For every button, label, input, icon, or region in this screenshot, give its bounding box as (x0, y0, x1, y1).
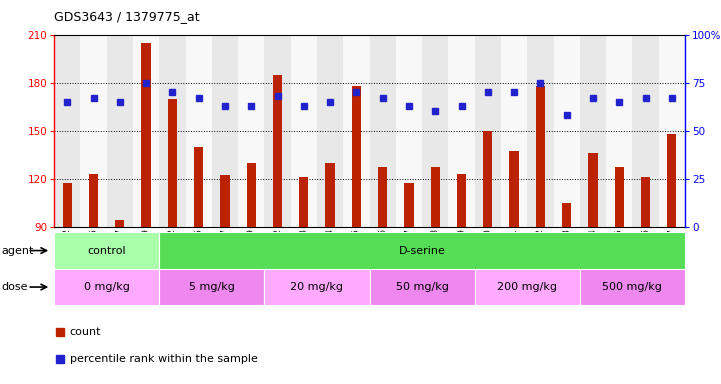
Bar (536, 86, 545, 227)
Bar (325, 162, 335, 227)
Bar (89, 174, 98, 227)
Bar (63, 184, 72, 227)
Bar (448, 35, 474, 227)
Bar (159, 232, 685, 269)
Text: GDS3643 / 1379775_at: GDS3643 / 1379775_at (54, 10, 200, 23)
Text: control: control (87, 245, 126, 256)
Text: 20 mg/kg: 20 mg/kg (291, 282, 343, 292)
Text: count: count (70, 327, 102, 337)
Bar (265, 35, 291, 227)
Bar (343, 35, 369, 227)
Text: 5 mg/kg: 5 mg/kg (189, 282, 235, 292)
Bar (588, 153, 598, 227)
Bar (54, 35, 80, 227)
Bar (107, 35, 133, 227)
Bar (54, 269, 159, 305)
Bar (580, 35, 606, 227)
Bar (194, 147, 203, 227)
Bar (141, 43, 151, 227)
Text: 200 mg/kg: 200 mg/kg (497, 282, 557, 292)
Bar (430, 167, 440, 227)
Text: 50 mg/kg: 50 mg/kg (396, 282, 448, 292)
Bar (641, 177, 650, 227)
Bar (273, 74, 282, 227)
Bar (606, 35, 632, 227)
Bar (614, 167, 624, 227)
Bar (291, 35, 317, 227)
Bar (115, 220, 125, 227)
Bar (378, 167, 387, 227)
Bar (422, 35, 448, 227)
Bar (396, 35, 422, 227)
Text: 0 mg/kg: 0 mg/kg (84, 282, 130, 292)
Bar (659, 35, 685, 227)
Bar (474, 269, 580, 305)
Bar (474, 35, 501, 227)
Bar (159, 35, 185, 227)
Bar (54, 232, 159, 269)
Bar (562, 203, 571, 227)
Bar (185, 35, 212, 227)
Bar (369, 269, 474, 305)
Text: percentile rank within the sample: percentile rank within the sample (70, 354, 257, 364)
Bar (299, 177, 309, 227)
Text: agent: agent (1, 245, 34, 256)
Bar (580, 269, 685, 305)
Text: 500 mg/kg: 500 mg/kg (603, 282, 663, 292)
Bar (238, 35, 265, 227)
Bar (168, 99, 177, 227)
Bar (501, 35, 527, 227)
Text: D-serine: D-serine (399, 245, 446, 256)
Text: dose: dose (1, 282, 28, 292)
Bar (667, 134, 676, 227)
Bar (404, 184, 414, 227)
Bar (632, 35, 659, 227)
Bar (265, 269, 369, 305)
Bar (247, 162, 256, 227)
Bar (510, 151, 518, 227)
Bar (212, 35, 238, 227)
Bar (483, 131, 492, 227)
Bar (221, 175, 229, 227)
Bar (527, 35, 554, 227)
Bar (80, 35, 107, 227)
Bar (369, 35, 396, 227)
Bar (554, 35, 580, 227)
Bar (317, 35, 343, 227)
Bar (457, 174, 466, 227)
Bar (159, 269, 265, 305)
Bar (352, 86, 361, 227)
Bar (133, 35, 159, 227)
